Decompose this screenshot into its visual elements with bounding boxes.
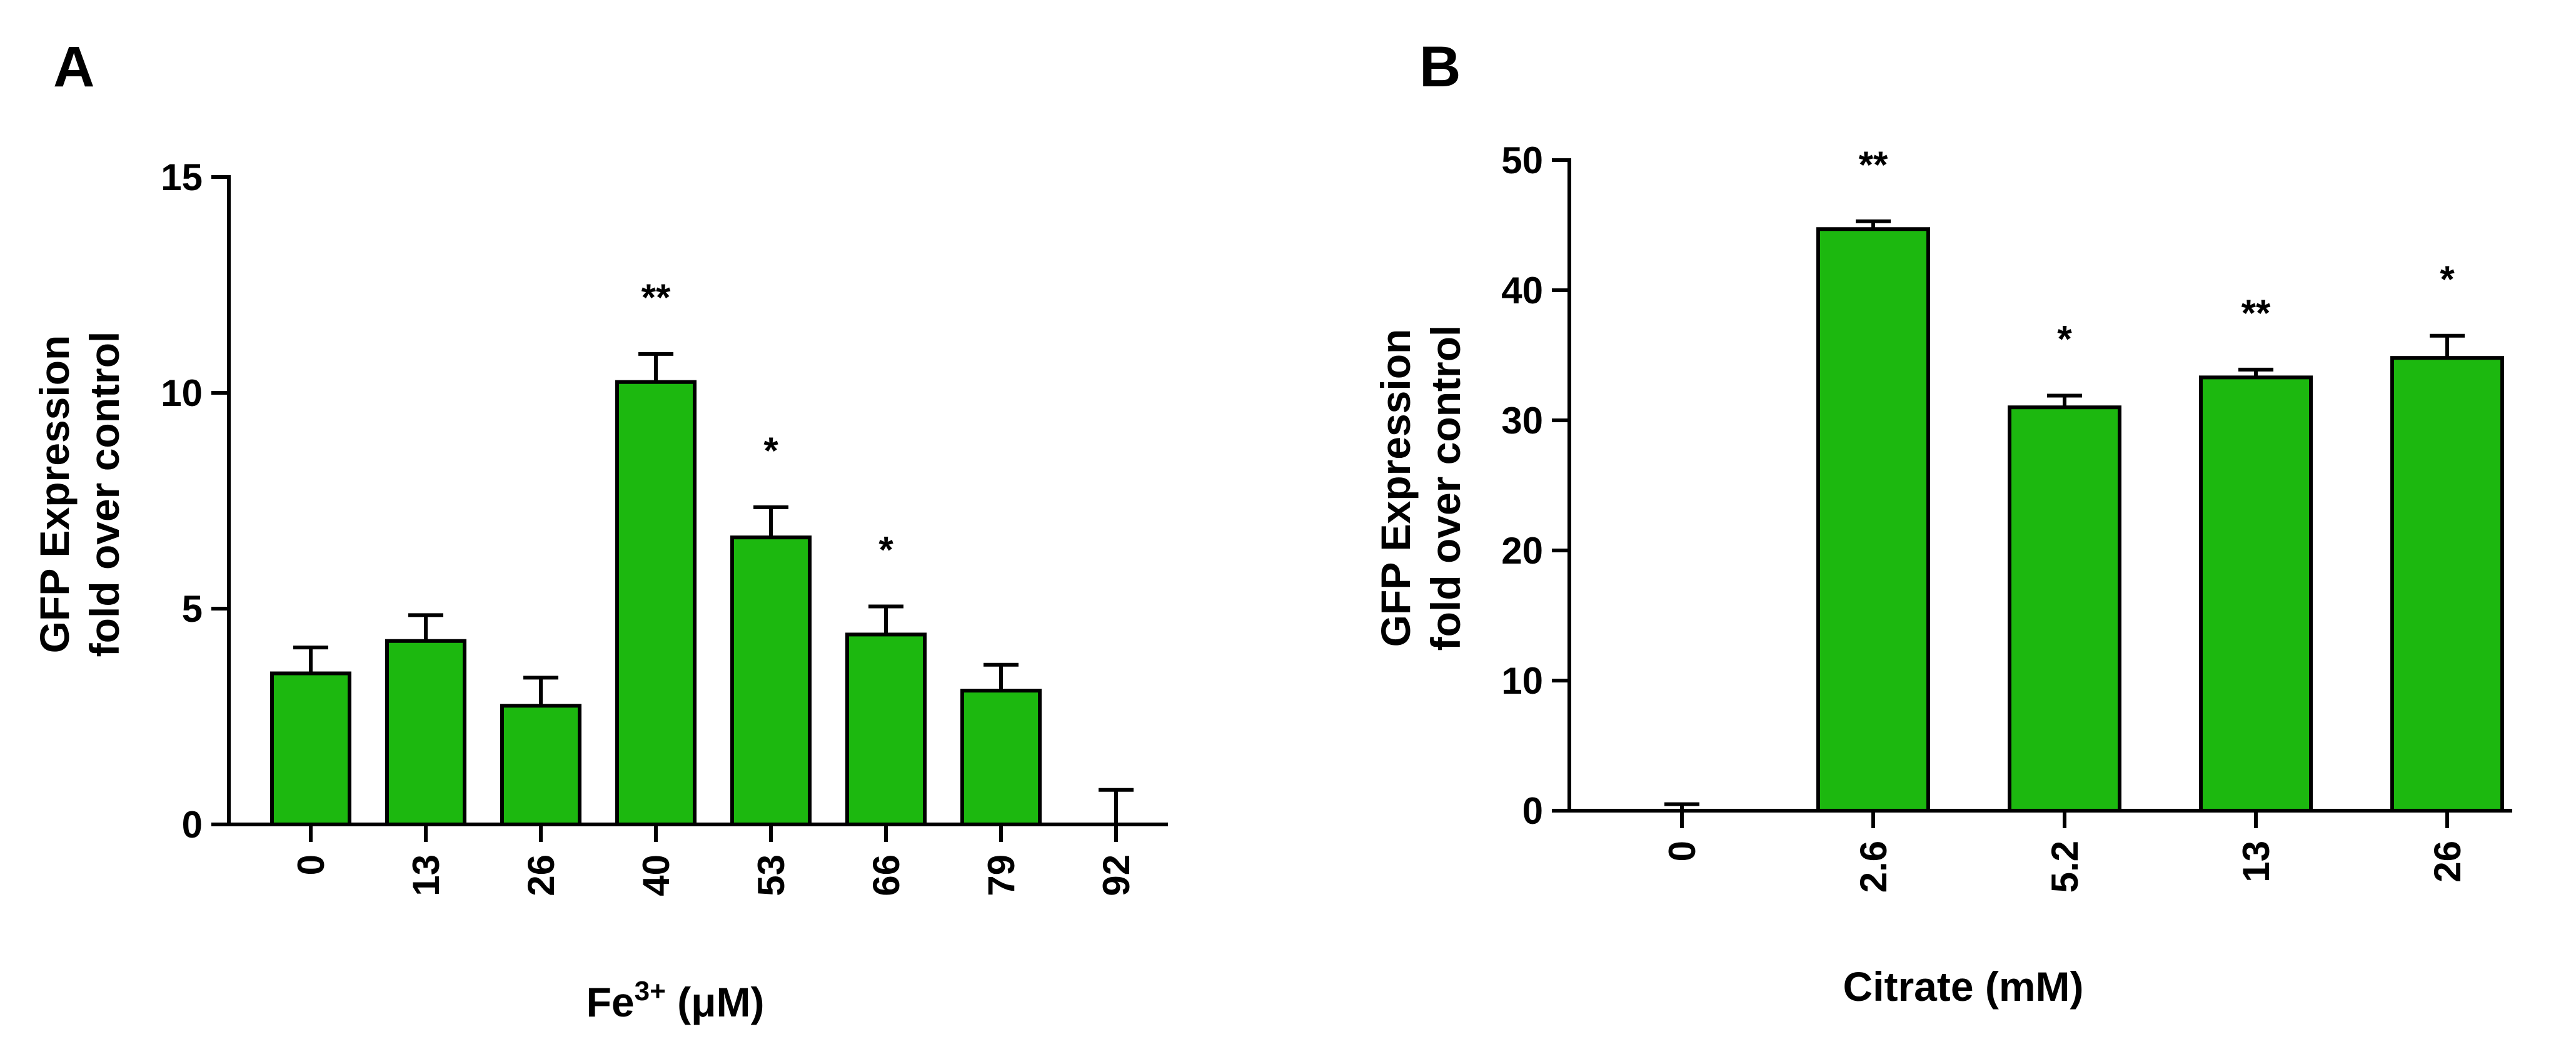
panel-b-significance: ****** [1859, 144, 2455, 360]
panel-b-significance-label: ** [2241, 292, 2271, 334]
panel-b-bar [2199, 375, 2313, 813]
panel-a-bar [960, 689, 1042, 826]
panel-a-y-tick-label: 0 [182, 804, 203, 846]
panel-a-y-ticks: 0 5 10 15 [161, 156, 229, 846]
panel-a-x-tick-label: 53 [750, 854, 792, 896]
panel-b-x-tick-label: 26 [2427, 841, 2468, 883]
panel-a-x-title-sup: 3+ [635, 976, 666, 1006]
panel-b-y-tick-label: 40 [1501, 270, 1543, 312]
panel-a-y-title-line2: fold over control [81, 332, 128, 657]
panel-a-x-axis-title: Fe3+ (μM) [586, 976, 765, 1025]
panel-b-y-ticks: 0 10 20 30 40 50 [1501, 139, 1569, 832]
panel-a-bar [730, 535, 812, 827]
panel-b-significance-label: * [2057, 318, 2072, 360]
panel-b-significance-label: * [2440, 258, 2455, 300]
panel-b-x-tick-label: 2.6 [1853, 841, 1894, 893]
panel-a-x-tick-label: 92 [1095, 854, 1137, 896]
panel-a-x-tick-label: 66 [865, 854, 907, 896]
panel-b-y-tick-label: 50 [1501, 139, 1543, 181]
panel-b-significance-label: ** [1859, 144, 1888, 186]
panel-a-significance-label: * [878, 529, 893, 571]
panel-a: A GFP Expression fold over control 0 5 10 1… [31, 35, 1168, 1025]
panel-a-x-title-main: Fe [586, 979, 635, 1025]
panel-a-bar [385, 639, 466, 826]
panel-b-letter: B [1419, 35, 1461, 99]
panel-a-error-bars [293, 352, 1134, 824]
panel-a-x-tick-label: 79 [980, 854, 1022, 896]
panel-b-bars [1816, 227, 2504, 813]
panel-b-y-axis-title: GFP Expression fold over control [1372, 325, 1469, 651]
panel-a-y-tick-label: 5 [182, 588, 203, 630]
panel-a-y-tick-label: 15 [161, 156, 203, 198]
panel-b-x-tick-label: 13 [2235, 841, 2277, 883]
panel-a-x-title-space [666, 979, 677, 1025]
panel-a-bar [615, 380, 697, 826]
panel-b-x-axis-title: Citrate (mM) [1843, 963, 2083, 1010]
panel-a-x-ticks: 0 13 26 40 53 66 79 92 [290, 824, 1137, 896]
panel-b-bar [2390, 356, 2504, 813]
panel-b-bar [2008, 405, 2121, 813]
panel-a-significance-label: ** [641, 276, 671, 318]
panel-a-y-title-line1: GFP Expression [31, 335, 78, 654]
panel-a-x-tick-label: 0 [290, 854, 332, 875]
panel-b-bar [1816, 227, 1930, 813]
panel-a-bar [270, 671, 351, 826]
panel-b-y-tick-label: 20 [1501, 530, 1543, 572]
panel-a-y-tick-label: 10 [161, 372, 203, 414]
panel-a-bar [500, 704, 581, 826]
panel-b-x-tick-label: 5.2 [2044, 841, 2086, 893]
panel-a-significance: **** [641, 276, 894, 571]
panel-b-error-bars [1664, 219, 2465, 811]
panel-b-y-title-line1: GFP Expression [1372, 329, 1419, 647]
panel-a-x-title-unit: (μM) [677, 979, 764, 1025]
panel-a-letter: A [53, 35, 94, 99]
panel-a-significance-label: * [763, 430, 778, 472]
panel-a-x-tick-label: 40 [635, 854, 677, 896]
panel-b-x-ticks: 0 2.6 5.2 13 26 [1661, 811, 2468, 893]
panel-a-bar [845, 632, 927, 827]
panel-a-x-tick-label: 13 [405, 854, 447, 896]
panel-b-x-tick-label: 0 [1661, 841, 1703, 861]
panel-a-bars [270, 380, 1042, 827]
panel-b-y-tick-label: 30 [1501, 400, 1543, 442]
panel-b: B GFP Expression fold over control 0 10 20… [1372, 35, 2512, 1010]
panel-a-x-tick-label: 26 [520, 854, 562, 896]
panel-b-y-tick-label: 0 [1522, 790, 1543, 832]
panel-b-y-tick-label: 10 [1501, 660, 1543, 702]
panel-b-y-title-line2: fold over control [1422, 325, 1469, 651]
panel-a-y-axis-title: GFP Expression fold over control [31, 332, 128, 657]
